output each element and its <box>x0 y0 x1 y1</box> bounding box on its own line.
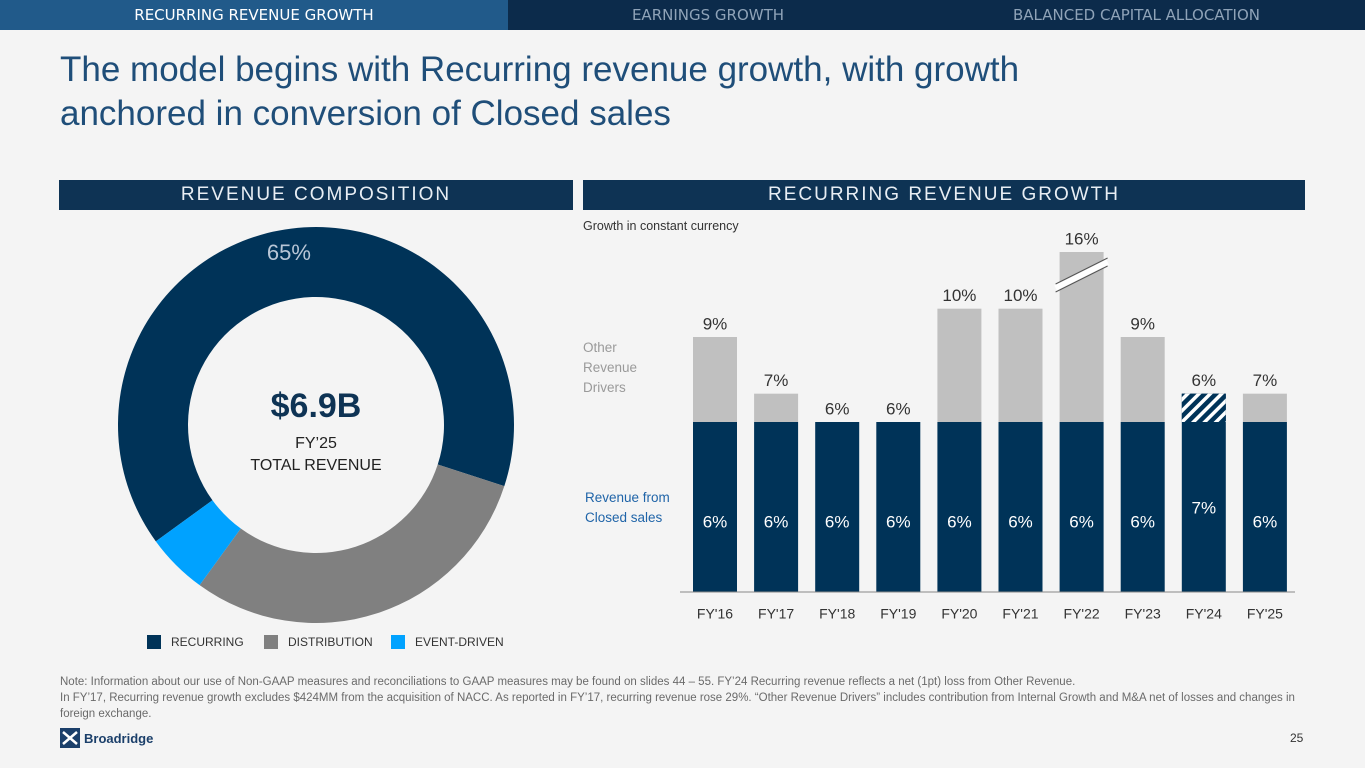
donut-slice <box>155 500 241 586</box>
total-label: 7% <box>764 371 789 390</box>
logo: Broadridge <box>60 728 153 748</box>
note-line: In FY’17, Recurring revenue growth exclu… <box>60 692 1295 720</box>
center-label: TOTAL REVENUE <box>250 457 381 474</box>
bar-value-label: 6% <box>703 512 728 531</box>
bar-value-label: 6% <box>1253 512 1278 531</box>
bar-segment <box>1059 422 1104 592</box>
bar-segment <box>1120 337 1165 422</box>
bar-value-label: 6% <box>825 512 850 531</box>
bar-value-label: 6% <box>886 512 911 531</box>
legend-label: DISTRIBUTION <box>288 635 373 649</box>
title: The model begins with Recurring revenue … <box>60 48 1019 136</box>
bar-segment <box>1181 393 1226 422</box>
bar-value-label: 6% <box>1069 512 1094 531</box>
legend-swatch <box>264 635 278 649</box>
axis-break <box>1054 259 1109 291</box>
note-line: Note: Information about our use of Non-G… <box>60 676 1076 688</box>
bar-value-label: 6% <box>764 512 789 531</box>
bar-value-label: 6% <box>947 512 972 531</box>
x-tick-label: FY'21 <box>1002 606 1038 622</box>
total-label: 10% <box>942 286 976 305</box>
x-tick-label: FY'22 <box>1064 606 1100 622</box>
bar-value-label: 7% <box>1192 498 1217 517</box>
legend-label: EVENT-DRIVEN <box>415 635 504 649</box>
logo-text: Broadridge <box>84 730 154 746</box>
total-label: 16% <box>1065 229 1099 248</box>
section-header: RECURRING REVENUE GROWTH <box>583 180 1305 210</box>
bar-value-label: 6% <box>1008 512 1033 531</box>
title-line: The model begins with Recurring revenue … <box>60 50 1020 89</box>
bar-segment <box>998 422 1043 592</box>
x-tick-label: FY'18 <box>819 606 855 622</box>
legend-swatch <box>147 635 161 649</box>
bar-segment <box>754 393 799 422</box>
bar-segment <box>693 422 737 592</box>
x-tick-label: FY'19 <box>880 606 916 622</box>
total-label: 6% <box>1192 371 1217 390</box>
bar-segment <box>1242 393 1287 422</box>
plot-area <box>693 252 1287 592</box>
chart-subtitle: Growth in constant currency <box>583 219 739 233</box>
bar-segment <box>876 422 921 592</box>
total-label: 7% <box>1253 371 1278 390</box>
title-line: anchored in conversion of Closed sales <box>60 94 671 133</box>
bar-value-label: 6% <box>1130 512 1155 531</box>
center-value: $6.9B <box>271 387 362 425</box>
center-label: FY’25 <box>295 435 337 452</box>
bar-segment <box>1181 393 1226 592</box>
series-label: Revenue from Closed sales <box>585 490 670 525</box>
bar-chart: 6% 9% FY'16 6% 7% FY'17 6% 6% FY'18 6% 6% FY'19 6% 10… <box>680 229 1295 622</box>
axis-break <box>1055 257 1108 293</box>
legend-label: RECURRING <box>171 635 244 649</box>
nav-tab[interactable]: BALANCED CAPITAL ALLOCATION <box>908 0 1365 30</box>
bar-segment <box>1120 422 1165 592</box>
nav-tab[interactable]: EARNINGS GROWTH <box>508 0 908 30</box>
total-label: 10% <box>1003 286 1037 305</box>
bar-segment <box>937 308 982 422</box>
total-label: 9% <box>703 314 728 333</box>
bar-segment <box>1242 422 1287 592</box>
x-tick-label: FY'20 <box>941 606 977 622</box>
x-tick-label: FY'24 <box>1186 606 1222 622</box>
x-tick-label: FY'25 <box>1247 606 1283 622</box>
donut-slice <box>199 464 505 624</box>
bar-segment <box>754 422 799 592</box>
x-tick-label: FY'23 <box>1125 606 1161 622</box>
bar-segment <box>693 337 737 422</box>
donut-chart: 65% $6.9B FY’25 TOTAL REVENUE RECURRING DISTR… <box>118 227 514 649</box>
nav-tab[interactable]: RECURRING REVENUE GROWTH <box>0 0 508 30</box>
bar-segment <box>937 422 982 592</box>
donut-slice <box>118 227 514 542</box>
x-tick-label: FY'17 <box>758 606 794 622</box>
notes: Note: Information about our use of Non-G… <box>60 674 1310 722</box>
bar-segment <box>998 308 1043 422</box>
page-number: 25 <box>1290 731 1304 745</box>
total-label: 6% <box>825 399 850 418</box>
legend-swatch <box>391 635 405 649</box>
slice-label: 65% <box>267 240 311 265</box>
total-label: 9% <box>1130 314 1155 333</box>
bar-segment <box>815 422 860 592</box>
x-tick-label: FY'16 <box>697 606 733 622</box>
logo-icon <box>60 728 80 748</box>
total-label: 6% <box>886 399 911 418</box>
series-label: Other Revenue Drivers <box>583 340 638 395</box>
section-header: REVENUE COMPOSITION <box>59 180 573 210</box>
